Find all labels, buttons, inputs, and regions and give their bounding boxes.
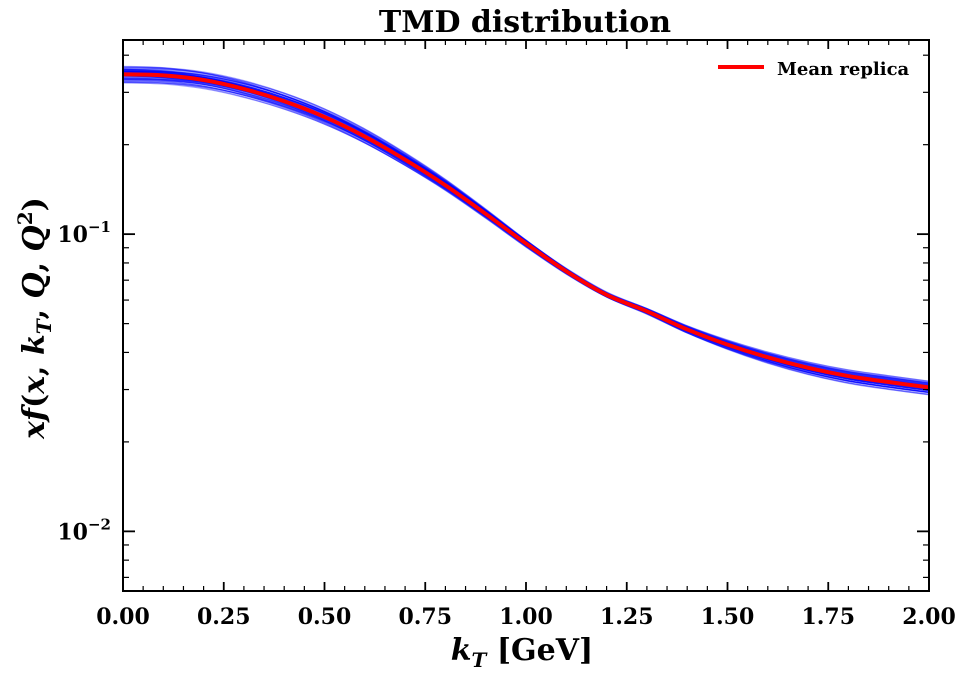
replica-line xyxy=(122,70,930,390)
replica-line xyxy=(122,70,930,388)
replica-line xyxy=(122,68,930,389)
x-tick-label: 1.00 xyxy=(499,604,553,630)
replica-line xyxy=(122,66,930,396)
plot-frame xyxy=(122,39,930,592)
replica-line xyxy=(122,68,930,390)
replica-line xyxy=(122,68,930,393)
replica-line xyxy=(122,80,930,384)
replica-line xyxy=(122,71,930,394)
replica-band xyxy=(122,65,930,396)
y-axis-label: xf(x, kT, Q, Q2) xyxy=(13,197,56,440)
replica-line xyxy=(122,72,930,386)
replica-line xyxy=(122,73,930,392)
x-axis-label: kT [GeV] xyxy=(451,633,594,672)
replica-line xyxy=(122,67,930,395)
replica-line xyxy=(122,71,930,389)
x-tick-label: 0.00 xyxy=(96,604,150,630)
replica-line xyxy=(122,77,930,388)
replica-line xyxy=(122,78,930,386)
replica-line xyxy=(122,71,930,389)
replica-line xyxy=(122,74,930,390)
replica-line xyxy=(122,81,930,385)
replica-line xyxy=(122,77,930,383)
x-tick-label: 1.50 xyxy=(701,604,755,630)
replica-line xyxy=(122,72,930,392)
x-axis-ticks: 0.00 0.25 0.50 0.75 1.00 1.25 1.50 1.75 2.00 xyxy=(96,40,956,630)
x-tick-label: 1.75 xyxy=(801,604,855,630)
replica-line xyxy=(122,70,930,386)
replica-line xyxy=(122,76,930,389)
replica-line xyxy=(122,70,930,393)
legend: Mean replica xyxy=(718,59,910,80)
replica-line xyxy=(122,70,930,393)
replica-line xyxy=(122,67,930,394)
replica-line xyxy=(122,70,930,389)
replica-line xyxy=(122,75,930,387)
replica-line xyxy=(122,78,930,386)
replica-line xyxy=(122,75,930,387)
y-tick-label: 10−2 xyxy=(57,515,111,545)
replica-line xyxy=(122,74,930,391)
replica-line xyxy=(122,80,930,382)
y-tick-label: 10−1 xyxy=(57,218,111,248)
replica-line xyxy=(122,74,930,384)
legend-label-mean-replica: Mean replica xyxy=(777,59,910,80)
replica-line xyxy=(122,77,930,385)
replica-line xyxy=(122,69,930,389)
replica-line xyxy=(122,72,930,391)
replica-line xyxy=(122,79,930,384)
mean-replica-series xyxy=(122,72,930,390)
replica-line xyxy=(122,78,930,388)
replica-line xyxy=(122,71,930,391)
replica-line xyxy=(122,72,930,387)
x-tick-label: 1.25 xyxy=(600,604,654,630)
replica-line xyxy=(122,70,930,392)
replica-line xyxy=(122,69,930,390)
replica-line xyxy=(122,68,930,392)
replica-line xyxy=(122,72,930,392)
replica-line xyxy=(122,71,930,389)
x-tick-label: 0.75 xyxy=(398,604,452,630)
replica-line xyxy=(122,75,930,387)
replica-line xyxy=(122,81,930,384)
replica-line xyxy=(122,77,930,385)
replica-line xyxy=(122,75,930,387)
chart-title: TMD distribution xyxy=(379,5,671,40)
mean-replica-line xyxy=(122,72,930,390)
replica-line xyxy=(122,65,930,394)
replica-line xyxy=(122,70,930,393)
replica-line xyxy=(122,80,930,388)
x-tick-label: 0.25 xyxy=(197,604,251,630)
replica-line xyxy=(122,68,930,389)
y-axis-ticks: 10−2 10−1 xyxy=(57,54,929,579)
replica-line xyxy=(122,66,930,393)
replica-line xyxy=(122,74,930,391)
replica-line xyxy=(122,82,930,382)
replica-line xyxy=(122,69,930,390)
x-tick-label: 0.50 xyxy=(298,604,352,630)
replica-line xyxy=(122,77,930,389)
replica-line xyxy=(122,74,930,388)
replica-line xyxy=(122,68,930,396)
replica-line xyxy=(122,75,930,386)
x-tick-label: 2.00 xyxy=(902,604,956,630)
replica-line xyxy=(122,78,930,388)
